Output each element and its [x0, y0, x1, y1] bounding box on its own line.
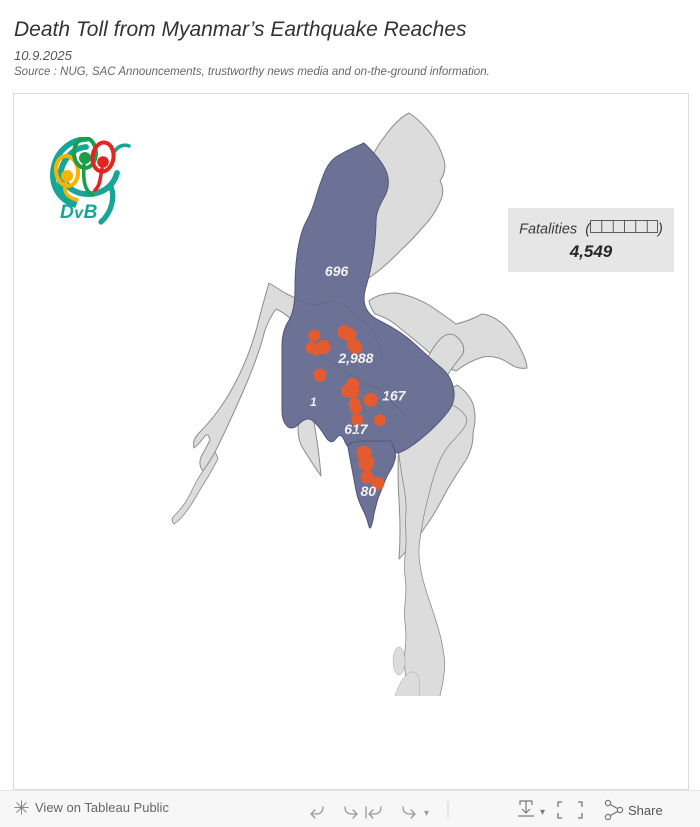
svg-text:1: 1 — [310, 395, 317, 409]
svg-text:2,988: 2,988 — [337, 350, 373, 366]
svg-text:696: 696 — [325, 263, 349, 279]
svg-text:80: 80 — [361, 483, 377, 499]
svg-text:▾: ▾ — [424, 808, 429, 819]
svg-text:167: 167 — [382, 388, 407, 404]
svg-text:▾: ▾ — [540, 807, 545, 818]
svg-text:Share: Share — [628, 803, 663, 818]
